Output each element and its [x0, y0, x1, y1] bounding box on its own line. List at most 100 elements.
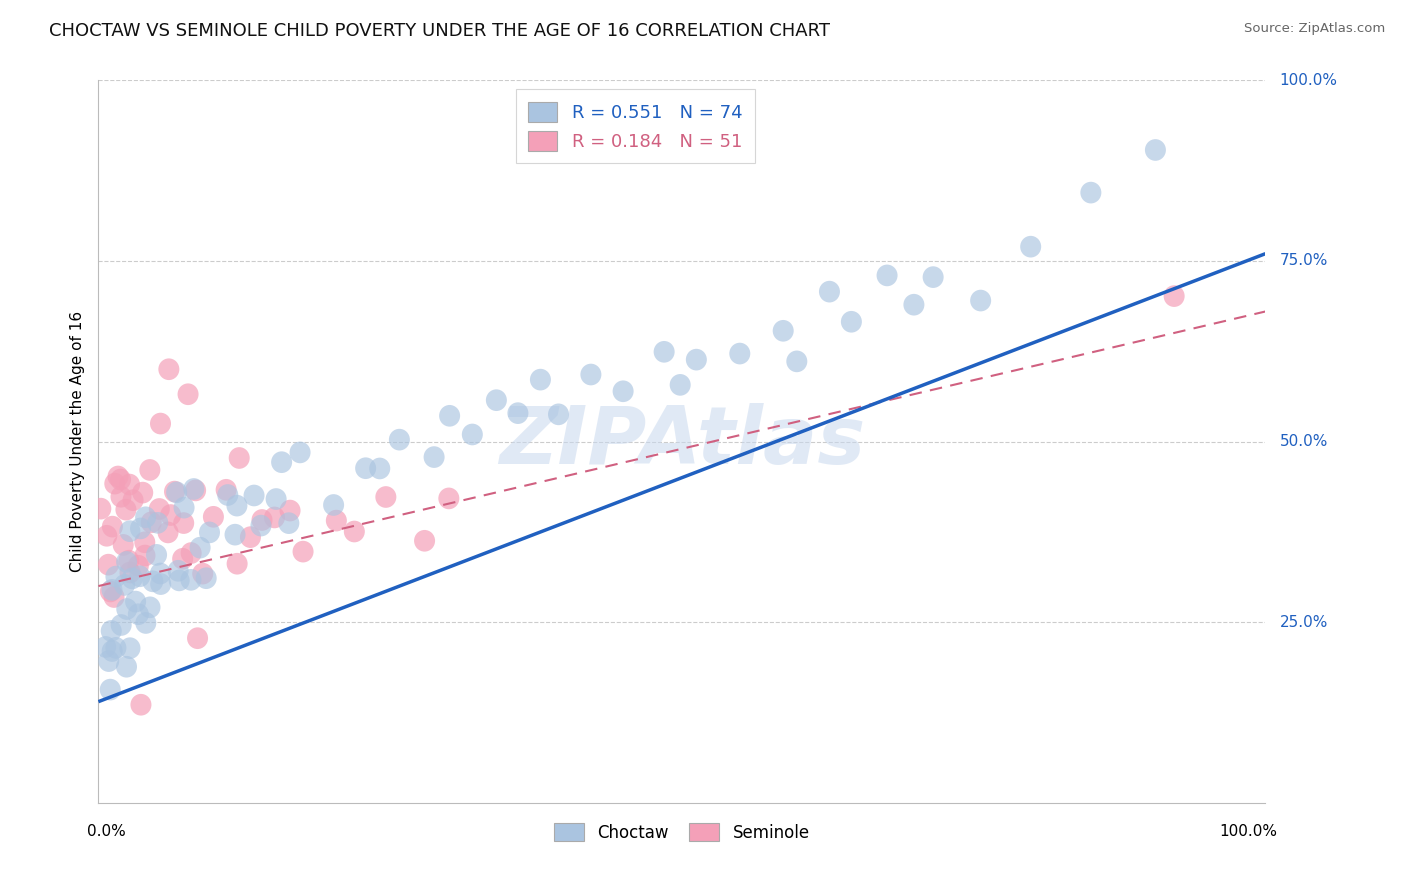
Ellipse shape: [96, 524, 117, 547]
Ellipse shape: [415, 530, 434, 551]
Ellipse shape: [461, 424, 482, 445]
Ellipse shape: [669, 374, 690, 396]
Ellipse shape: [686, 349, 707, 370]
Ellipse shape: [128, 555, 149, 576]
Ellipse shape: [101, 640, 122, 662]
Ellipse shape: [115, 499, 136, 521]
Ellipse shape: [165, 481, 186, 502]
Ellipse shape: [117, 599, 138, 620]
Ellipse shape: [177, 384, 198, 405]
Ellipse shape: [122, 567, 143, 590]
Ellipse shape: [101, 579, 122, 600]
Ellipse shape: [200, 522, 219, 543]
Ellipse shape: [110, 468, 131, 491]
Ellipse shape: [1164, 285, 1185, 307]
Ellipse shape: [100, 679, 121, 700]
Ellipse shape: [225, 524, 246, 546]
Ellipse shape: [439, 488, 460, 509]
Ellipse shape: [120, 520, 141, 542]
Ellipse shape: [111, 615, 132, 636]
Ellipse shape: [186, 480, 207, 501]
Ellipse shape: [101, 620, 122, 641]
Ellipse shape: [96, 636, 117, 657]
Ellipse shape: [730, 343, 751, 365]
Ellipse shape: [375, 486, 396, 508]
Ellipse shape: [150, 563, 172, 584]
Ellipse shape: [290, 442, 311, 463]
Ellipse shape: [150, 413, 172, 434]
Ellipse shape: [841, 311, 862, 333]
Ellipse shape: [264, 507, 285, 528]
Ellipse shape: [150, 574, 172, 595]
Ellipse shape: [654, 341, 675, 363]
Text: 100.0%: 100.0%: [1219, 824, 1277, 839]
Ellipse shape: [271, 451, 292, 473]
Ellipse shape: [278, 512, 299, 534]
Ellipse shape: [112, 534, 134, 556]
Ellipse shape: [389, 429, 411, 450]
Ellipse shape: [530, 368, 551, 391]
Ellipse shape: [128, 603, 149, 625]
Ellipse shape: [548, 403, 569, 425]
Ellipse shape: [183, 478, 204, 500]
Ellipse shape: [250, 515, 271, 536]
Ellipse shape: [876, 265, 897, 286]
Ellipse shape: [904, 293, 924, 316]
Ellipse shape: [1080, 182, 1101, 203]
Ellipse shape: [120, 562, 141, 583]
Ellipse shape: [135, 507, 156, 528]
Ellipse shape: [118, 549, 139, 572]
Ellipse shape: [104, 586, 125, 607]
Text: CHOCTAW VS SEMINOLE CHILD POVERTY UNDER THE AGE OF 16 CORRELATION CHART: CHOCTAW VS SEMINOLE CHILD POVERTY UNDER …: [49, 22, 830, 40]
Ellipse shape: [922, 267, 943, 288]
Ellipse shape: [370, 458, 391, 479]
Text: 50.0%: 50.0%: [1279, 434, 1327, 449]
Ellipse shape: [202, 506, 224, 528]
Ellipse shape: [146, 544, 167, 566]
Y-axis label: Child Poverty Under the Age of 16: Child Poverty Under the Age of 16: [69, 311, 84, 572]
Ellipse shape: [229, 447, 250, 469]
Ellipse shape: [139, 597, 160, 618]
Ellipse shape: [135, 545, 156, 566]
Ellipse shape: [187, 627, 208, 649]
Text: 100.0%: 100.0%: [1279, 73, 1337, 87]
Text: Source: ZipAtlas.com: Source: ZipAtlas.com: [1244, 22, 1385, 36]
Ellipse shape: [135, 532, 155, 553]
Ellipse shape: [581, 364, 602, 385]
Ellipse shape: [173, 512, 194, 534]
Ellipse shape: [117, 551, 138, 573]
Ellipse shape: [149, 498, 170, 520]
Ellipse shape: [107, 466, 128, 487]
Ellipse shape: [122, 490, 143, 511]
Ellipse shape: [180, 569, 201, 591]
Ellipse shape: [120, 638, 141, 659]
Ellipse shape: [160, 504, 181, 526]
Ellipse shape: [773, 320, 794, 342]
Ellipse shape: [356, 458, 377, 479]
Ellipse shape: [323, 494, 344, 516]
Ellipse shape: [226, 553, 247, 574]
Ellipse shape: [344, 521, 364, 542]
Ellipse shape: [141, 511, 162, 533]
Ellipse shape: [135, 612, 156, 634]
Ellipse shape: [1144, 139, 1166, 161]
Ellipse shape: [101, 516, 122, 538]
Ellipse shape: [142, 571, 163, 592]
Ellipse shape: [148, 512, 169, 533]
Ellipse shape: [613, 380, 634, 402]
Ellipse shape: [190, 537, 211, 558]
Ellipse shape: [129, 566, 150, 587]
Text: ZIPAtlas: ZIPAtlas: [499, 402, 865, 481]
Ellipse shape: [157, 522, 179, 543]
Ellipse shape: [1021, 235, 1042, 258]
Ellipse shape: [100, 581, 121, 602]
Ellipse shape: [786, 351, 807, 372]
Ellipse shape: [117, 656, 136, 678]
Ellipse shape: [98, 554, 120, 575]
Ellipse shape: [111, 486, 132, 508]
Ellipse shape: [439, 405, 460, 426]
Ellipse shape: [98, 650, 120, 672]
Ellipse shape: [125, 591, 146, 613]
Ellipse shape: [173, 497, 194, 518]
Ellipse shape: [104, 473, 125, 494]
